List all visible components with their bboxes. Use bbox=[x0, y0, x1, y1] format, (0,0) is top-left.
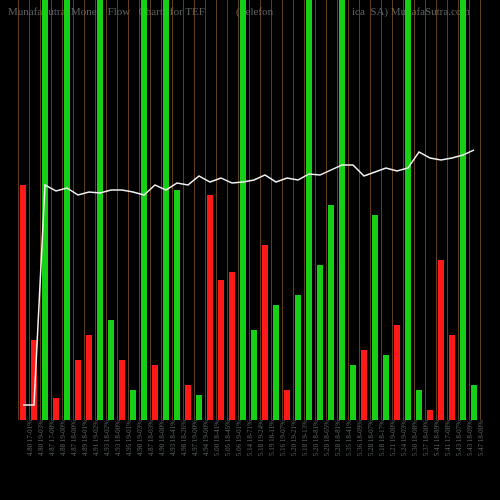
x-label: 5.18 18-17% bbox=[378, 420, 386, 456]
x-label: 5.28 18-07% bbox=[367, 420, 375, 456]
x-label: 4.95 19-01% bbox=[125, 420, 133, 456]
x-label: 4.88 19-00% bbox=[59, 420, 67, 456]
gridline bbox=[18, 0, 19, 420]
x-label: 4.87 17-08% bbox=[48, 420, 56, 456]
x-label: 4.93 18-02% bbox=[103, 420, 111, 456]
x-label: 4.97 19-00% bbox=[191, 420, 199, 456]
x-label: 4.90 18-00% bbox=[158, 420, 166, 456]
x-label: 5.00 18-41% bbox=[213, 420, 221, 456]
x-label: 4.89 18-01% bbox=[81, 420, 89, 456]
x-label: 4.87 18-03% bbox=[147, 420, 155, 456]
x-label: 4.87 18-00% bbox=[70, 420, 78, 456]
x-label: 5.41 17-08% bbox=[444, 420, 452, 456]
x-label: 5.47 18-00% bbox=[477, 420, 485, 456]
x-label: 5.30 18-08% bbox=[411, 420, 419, 456]
price-line bbox=[20, 0, 480, 420]
x-label: 5.16 19-07% bbox=[279, 420, 287, 456]
x-label: 5.05 18-45% bbox=[224, 420, 232, 456]
x-label: 5.20 18-81% bbox=[312, 420, 320, 456]
x-label: 5.36 18-09% bbox=[356, 420, 364, 456]
x-label: 5.37 18-00% bbox=[422, 420, 430, 456]
x-label: 4.94 19-00% bbox=[202, 420, 210, 456]
x-label: 4.93 18-00% bbox=[114, 420, 122, 456]
x-label: 5.18 19-24% bbox=[257, 420, 265, 456]
x-label: 4.80 17-01% bbox=[26, 420, 34, 456]
money-flow-chart: MunafaSutra Money Flow Charts for TEF(Te… bbox=[0, 0, 500, 500]
x-label: 4.80 19-03% bbox=[37, 420, 45, 456]
x-label: 5.06 19-01% bbox=[235, 420, 243, 456]
x-label: 4.91 19-02% bbox=[92, 420, 100, 456]
x-label: 5.21 19-00% bbox=[389, 420, 397, 456]
x-label: 5.20 18-65% bbox=[323, 420, 331, 456]
x-label: 5.41 18-89% bbox=[433, 420, 441, 456]
x-label: 5.28 18-81% bbox=[334, 420, 342, 456]
x-label: 5.14 18-71% bbox=[246, 420, 254, 456]
x-axis-labels: 4.80 17-01%4.80 19-03%4.87 17-08%4.88 19… bbox=[20, 420, 480, 500]
x-label: 4.98 18-26% bbox=[180, 420, 188, 456]
x-label: 4.93 18-41% bbox=[169, 420, 177, 456]
x-label: 5.24 19-03% bbox=[400, 420, 408, 456]
x-label: 5.35 18-41% bbox=[345, 420, 353, 456]
x-label: 5.20 19-21% bbox=[290, 420, 298, 456]
x-label: 5.19 18-11% bbox=[268, 420, 276, 456]
x-label: 5.43 18-09% bbox=[466, 420, 474, 456]
x-label: 4.90 19-03% bbox=[136, 420, 144, 456]
plot-area bbox=[20, 0, 480, 420]
x-label: 5.43 18-07% bbox=[455, 420, 463, 456]
x-label: 5.18 19-13% bbox=[301, 420, 309, 456]
